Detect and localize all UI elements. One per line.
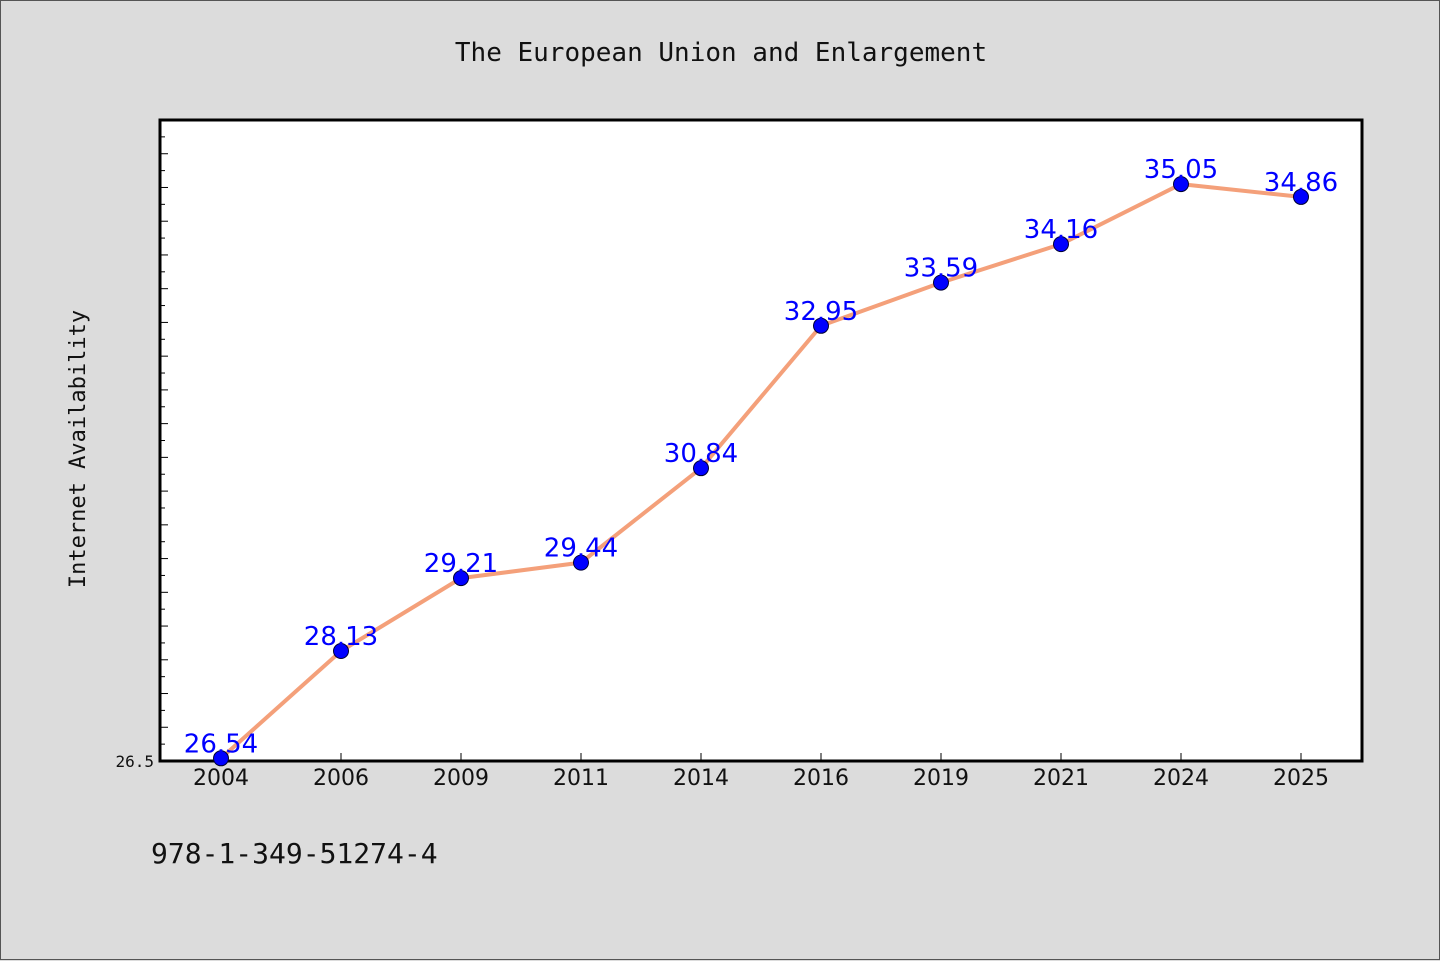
data-label: 29.44 bbox=[544, 534, 618, 564]
data-point bbox=[813, 317, 829, 334]
data-label: 34.86 bbox=[1264, 168, 1338, 198]
data-label: 33.59 bbox=[904, 254, 978, 284]
data-point bbox=[1053, 236, 1069, 253]
data-point bbox=[213, 750, 229, 767]
x-tick-label: 2021 bbox=[1033, 766, 1089, 791]
data-label: 28.13 bbox=[304, 622, 378, 652]
data-point bbox=[693, 460, 709, 477]
data-point bbox=[1293, 188, 1309, 205]
data-point bbox=[453, 570, 469, 587]
data-label: 30.84 bbox=[664, 439, 738, 469]
series-group: 26.54 28.13 29.21 29.44 30.84 32.95 33.59 34.16… bbox=[184, 155, 1338, 767]
x-tick-label: 2009 bbox=[433, 766, 489, 791]
data-point bbox=[1173, 176, 1189, 193]
plot-area bbox=[158, 118, 1364, 763]
data-point bbox=[333, 643, 349, 660]
data-label: 29.21 bbox=[424, 549, 498, 579]
data-label: 34.16 bbox=[1024, 215, 1098, 245]
y-axis-label: Internet Availability bbox=[66, 310, 91, 588]
isbn-note: 978-1-349-51274-4 bbox=[151, 837, 438, 870]
x-tick-label: 2011 bbox=[553, 766, 609, 791]
x-tick-label: 2024 bbox=[1153, 766, 1209, 791]
x-tick-label: 2025 bbox=[1273, 766, 1329, 791]
data-label: 35.05 bbox=[1144, 155, 1218, 185]
data-point bbox=[933, 274, 949, 291]
x-tick-label: 2019 bbox=[913, 766, 969, 791]
x-tick-label: 2014 bbox=[673, 766, 729, 791]
series-line bbox=[219, 182, 1302, 760]
chart-title: The European Union and Enlargement bbox=[455, 38, 987, 68]
x-axis-ticks: 2004 2006 2009 2011 2014 2016 2019 2021 2024 2025 bbox=[193, 753, 1329, 791]
y-tick-label: 26.5 bbox=[115, 752, 154, 771]
x-tick-label: 2006 bbox=[313, 766, 369, 791]
y-axis-ticks: 26.5 bbox=[115, 119, 168, 771]
x-tick-label: 2016 bbox=[793, 766, 849, 791]
data-label: 26.54 bbox=[184, 729, 258, 759]
data-point bbox=[573, 554, 589, 571]
data-label: 32.95 bbox=[784, 297, 858, 327]
x-tick-label: 2004 bbox=[193, 766, 249, 791]
